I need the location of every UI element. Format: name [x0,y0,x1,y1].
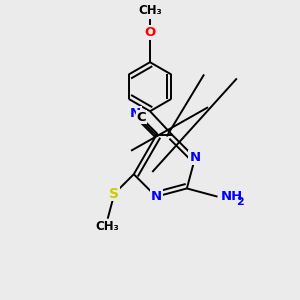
Text: C: C [137,110,146,124]
Text: NH: NH [220,190,243,203]
Text: CH₃: CH₃ [138,4,162,17]
Text: S: S [110,187,119,201]
Text: N: N [190,151,201,164]
Text: 2: 2 [236,197,244,207]
Text: CH₃: CH₃ [96,220,120,233]
Text: N: N [130,107,141,120]
Text: O: O [144,26,156,39]
Text: N: N [151,190,162,203]
